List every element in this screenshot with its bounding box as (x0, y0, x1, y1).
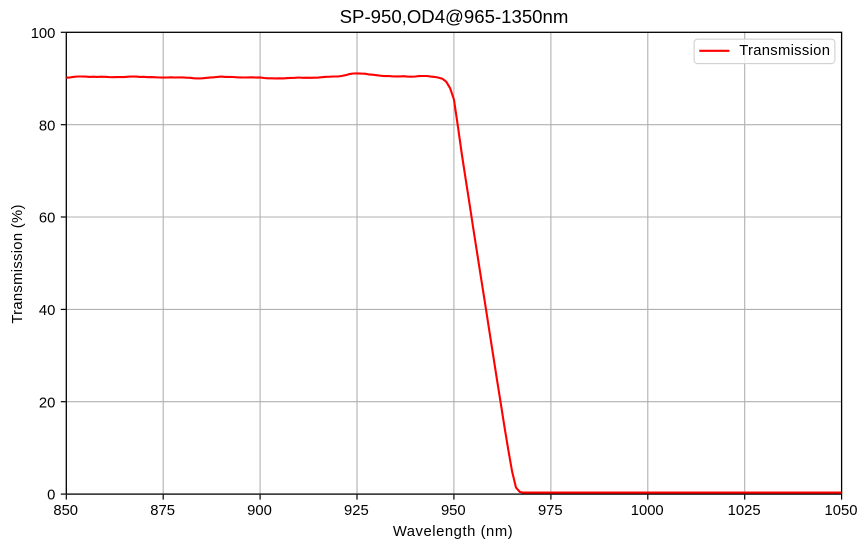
svg-text:60: 60 (39, 211, 55, 227)
svg-text:SP-950,OD4@965-1350nm: SP-950,OD4@965-1350nm (340, 6, 569, 27)
svg-text:950: 950 (441, 503, 466, 519)
svg-text:40: 40 (39, 303, 55, 319)
svg-text:Transmission (%): Transmission (%) (10, 204, 26, 323)
svg-text:0: 0 (47, 488, 55, 504)
svg-text:900: 900 (247, 503, 272, 519)
svg-text:1000: 1000 (631, 503, 664, 519)
svg-text:925: 925 (344, 503, 369, 519)
svg-text:80: 80 (39, 118, 55, 134)
svg-text:875: 875 (150, 503, 175, 519)
svg-text:20: 20 (39, 395, 55, 411)
svg-text:Wavelength (nm): Wavelength (nm) (393, 524, 513, 540)
svg-text:975: 975 (538, 503, 563, 519)
svg-text:1050: 1050 (825, 503, 858, 519)
svg-text:100: 100 (31, 26, 56, 42)
svg-text:850: 850 (53, 503, 78, 519)
svg-text:Transmission: Transmission (739, 43, 830, 59)
svg-text:1025: 1025 (728, 503, 761, 519)
